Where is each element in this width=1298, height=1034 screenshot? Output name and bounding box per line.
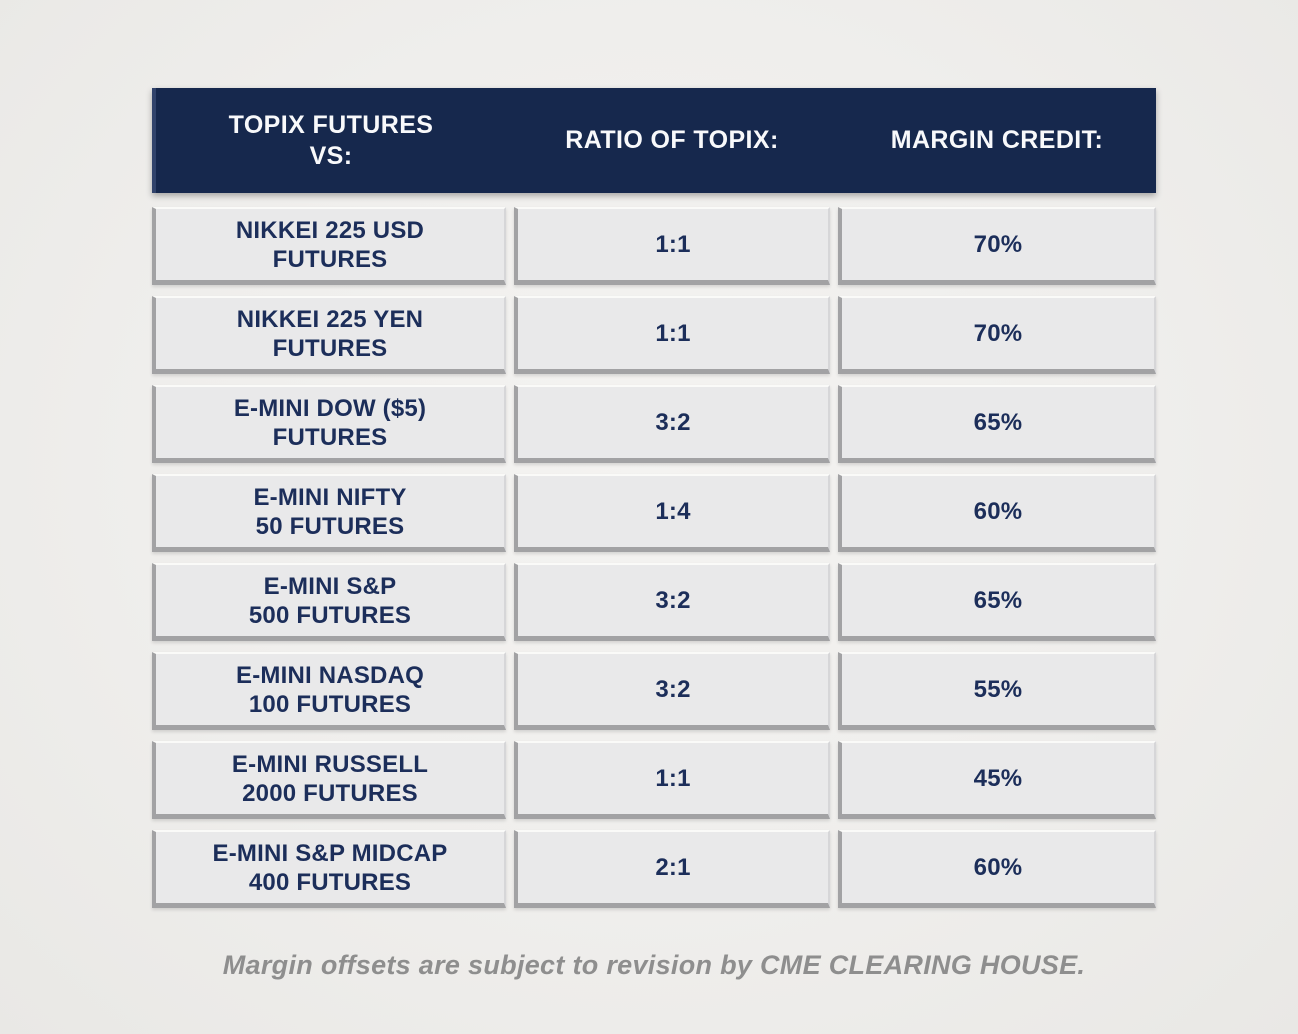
table-row: E-MINI DOW ($5) FUTURES 3:2 65% [152, 385, 1156, 463]
product-cell: E-MINI NIFTY 50 FUTURES [152, 474, 506, 552]
disclaimer-text: Margin offsets are subject to revision b… [222, 950, 1086, 980]
header-product-line1: TOPIX FUTURES [228, 110, 434, 139]
product-cell: E-MINI S&P 500 FUTURES [152, 563, 506, 641]
credit-cell: 45% [838, 741, 1156, 819]
ratio-cell: 3:2 [514, 563, 830, 641]
credit-cell: 65% [838, 385, 1156, 463]
product-line2: FUTURES [272, 245, 388, 273]
table-row: E-MINI NASDAQ 100 FUTURES 3:2 55% [152, 652, 1156, 730]
topix-margin-offset-table: TOPIX FUTURES VS: RATIO OF TOPIX: MARGIN… [152, 88, 1156, 919]
product-cell: E-MINI DOW ($5) FUTURES [152, 385, 506, 463]
header-product-line2: VS: [309, 141, 353, 170]
product-cell: E-MINI S&P MIDCAP 400 FUTURES [152, 830, 506, 908]
ratio-cell: 1:4 [514, 474, 830, 552]
credit-cell: 60% [838, 830, 1156, 908]
ratio-cell: 1:1 [514, 296, 830, 374]
product-line1: NIKKEI 225 USD [235, 216, 425, 244]
table-header-row: TOPIX FUTURES VS: RATIO OF TOPIX: MARGIN… [152, 88, 1156, 193]
table-row: NIKKEI 225 USD FUTURES 1:1 70% [152, 207, 1156, 285]
product-line2: 2000 FUTURES [242, 779, 418, 807]
product-line1: E-MINI RUSSELL [231, 750, 429, 778]
product-cell: E-MINI NASDAQ 100 FUTURES [152, 652, 506, 730]
product-line1: E-MINI DOW ($5) [233, 394, 427, 422]
product-line2: FUTURES [272, 334, 388, 362]
product-line1: E-MINI S&P MIDCAP [212, 839, 448, 867]
ratio-cell: 1:1 [514, 741, 830, 819]
product-cell: E-MINI RUSSELL 2000 FUTURES [152, 741, 506, 819]
table-row: E-MINI NIFTY 50 FUTURES 1:4 60% [152, 474, 1156, 552]
table-row: E-MINI RUSSELL 2000 FUTURES 1:1 45% [152, 741, 1156, 819]
product-line2: FUTURES [272, 423, 388, 451]
credit-cell: 70% [838, 296, 1156, 374]
credit-cell: 60% [838, 474, 1156, 552]
product-line1: NIKKEI 225 YEN [236, 305, 424, 333]
header-ratio-column: RATIO OF TOPIX: [565, 126, 779, 154]
header-credit-column: MARGIN CREDIT: [890, 126, 1104, 154]
product-line1: E-MINI NASDAQ [236, 661, 424, 689]
credit-cell: 55% [838, 652, 1156, 730]
product-line1: E-MINI S&P [263, 572, 397, 600]
credit-cell: 70% [838, 207, 1156, 285]
table-row: E-MINI S&P 500 FUTURES 3:2 65% [152, 563, 1156, 641]
table-row: NIKKEI 225 YEN FUTURES 1:1 70% [152, 296, 1156, 374]
product-line1: E-MINI NIFTY [253, 483, 407, 511]
ratio-cell: 2:1 [514, 830, 830, 908]
product-line2: 100 FUTURES [248, 690, 412, 718]
product-line2: 50 FUTURES [255, 512, 405, 540]
header-product-column: TOPIX FUTURES VS: [156, 110, 506, 172]
ratio-cell: 3:2 [514, 385, 830, 463]
product-cell: NIKKEI 225 USD FUTURES [152, 207, 506, 285]
product-line2: 400 FUTURES [248, 868, 412, 896]
credit-cell: 65% [838, 563, 1156, 641]
table-row: E-MINI S&P MIDCAP 400 FUTURES 2:1 60% [152, 830, 1156, 908]
product-line2: 500 FUTURES [248, 601, 412, 629]
ratio-cell: 3:2 [514, 652, 830, 730]
ratio-cell: 1:1 [514, 207, 830, 285]
product-cell: NIKKEI 225 YEN FUTURES [152, 296, 506, 374]
